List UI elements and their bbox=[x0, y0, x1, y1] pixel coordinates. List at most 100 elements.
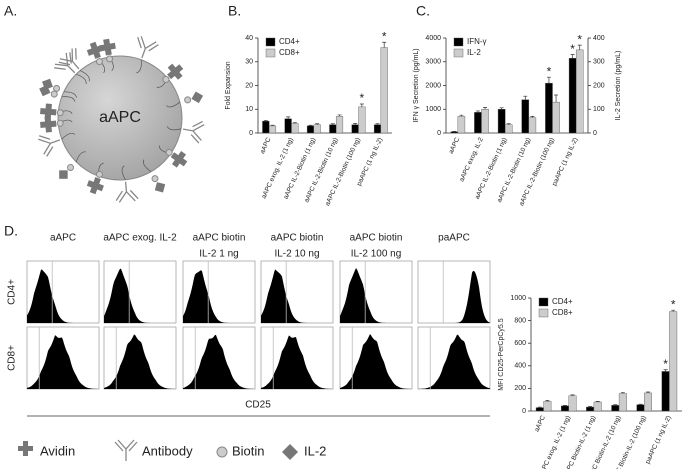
bar bbox=[329, 124, 337, 134]
avidin-shape bbox=[99, 38, 116, 56]
bar bbox=[552, 101, 560, 134]
error-bar bbox=[671, 309, 676, 312]
biotin-icon bbox=[216, 446, 228, 458]
bar bbox=[450, 131, 459, 134]
error-bar bbox=[646, 391, 651, 393]
linker bbox=[76, 73, 87, 85]
biotin bbox=[184, 96, 192, 104]
bar bbox=[661, 371, 670, 412]
error-bar bbox=[588, 406, 593, 408]
legend-label: CD8+ bbox=[552, 308, 573, 317]
bar bbox=[268, 125, 277, 134]
bar bbox=[457, 116, 466, 134]
il2-shape bbox=[191, 91, 204, 104]
bar bbox=[262, 120, 270, 134]
error-bar bbox=[359, 103, 364, 107]
significance-marker: * bbox=[360, 91, 365, 105]
il2 bbox=[184, 91, 204, 104]
error-bar bbox=[620, 392, 625, 394]
antibody bbox=[115, 181, 139, 203]
linker bbox=[75, 151, 87, 162]
legend-label: Antibody bbox=[142, 443, 193, 458]
bar bbox=[586, 406, 595, 412]
bar bbox=[618, 393, 627, 412]
error-bar bbox=[570, 54, 575, 59]
il2-shape bbox=[154, 182, 166, 193]
y-tick-label: 0 bbox=[522, 408, 526, 415]
y-tick-label: 800 bbox=[514, 317, 526, 324]
avidin-shape bbox=[170, 151, 188, 168]
bar bbox=[545, 82, 553, 134]
avidin bbox=[86, 170, 104, 195]
bar bbox=[644, 392, 653, 412]
column-title: aAPC biotin bbox=[271, 233, 324, 244]
histogram bbox=[183, 270, 255, 323]
avidin bbox=[165, 148, 188, 168]
biotin bbox=[162, 75, 170, 83]
x-tick-label: aAPC bbox=[259, 136, 273, 155]
x-tick-label: paAPC (1 ng IL-2) bbox=[356, 137, 384, 187]
error-bar bbox=[530, 116, 535, 118]
linker bbox=[166, 126, 182, 131]
linker bbox=[136, 59, 142, 74]
error-bar bbox=[330, 123, 335, 125]
error-bar bbox=[562, 405, 567, 406]
legend-swatch bbox=[265, 37, 276, 47]
bar bbox=[504, 124, 513, 134]
avidin bbox=[86, 41, 104, 66]
antibody-shape bbox=[137, 36, 159, 59]
biotin bbox=[151, 175, 159, 183]
legend-label: IFN-γ bbox=[467, 37, 487, 46]
x-tick-label: paAPC (1 ng IL-2) bbox=[551, 137, 579, 187]
bar bbox=[575, 49, 584, 134]
x-axis-label: CD25 bbox=[245, 400, 271, 411]
column-title: aAPC biotin bbox=[193, 233, 246, 244]
x-tick-label: aAPC bbox=[448, 136, 462, 155]
bar bbox=[380, 47, 388, 134]
antibody-shape bbox=[38, 135, 61, 157]
y2-tick-label: 400 bbox=[593, 35, 605, 42]
y-tick-label: 3000 bbox=[425, 59, 441, 66]
bar bbox=[593, 401, 602, 412]
avidin bbox=[40, 116, 64, 133]
x-tick-label: paAPC (1 ng IL-2) bbox=[644, 415, 672, 465]
avidin-icon bbox=[18, 441, 33, 456]
linker bbox=[166, 101, 181, 108]
avidin-shape bbox=[40, 103, 57, 120]
linker bbox=[79, 70, 90, 82]
antibody-shape bbox=[115, 181, 139, 203]
linker bbox=[61, 96, 76, 102]
antibody bbox=[38, 135, 61, 157]
avidin-shape bbox=[86, 177, 104, 195]
error-bar bbox=[546, 76, 551, 84]
column-title: IL-2 100 ng bbox=[351, 249, 402, 260]
panel-label: A. bbox=[4, 3, 17, 19]
error-bar bbox=[475, 110, 480, 113]
row-label: CD8+ bbox=[7, 345, 18, 371]
panel-label: B. bbox=[228, 3, 241, 19]
bar bbox=[636, 404, 645, 412]
antibody bbox=[54, 52, 76, 74]
antibody-shape bbox=[58, 48, 80, 70]
antibody-icon bbox=[114, 439, 138, 461]
legend-label: CD4+ bbox=[279, 37, 300, 46]
error-bar bbox=[292, 122, 297, 124]
error-bar bbox=[270, 124, 275, 126]
biotin bbox=[165, 148, 173, 156]
bar bbox=[335, 116, 344, 134]
y-tick-label: 20 bbox=[245, 82, 253, 89]
bar bbox=[528, 117, 537, 134]
error-bar bbox=[459, 114, 464, 117]
bar bbox=[669, 311, 678, 412]
y-tick-label: 10 bbox=[245, 106, 253, 113]
antibody bbox=[182, 120, 205, 144]
legend-label: Avidin bbox=[40, 443, 75, 458]
legend-swatch bbox=[453, 48, 464, 58]
linker bbox=[63, 91, 77, 98]
significance-marker: * bbox=[577, 32, 582, 46]
error-bar bbox=[577, 44, 582, 50]
significance-marker: * bbox=[671, 297, 676, 311]
bar bbox=[373, 124, 382, 134]
error-bar bbox=[337, 114, 342, 117]
